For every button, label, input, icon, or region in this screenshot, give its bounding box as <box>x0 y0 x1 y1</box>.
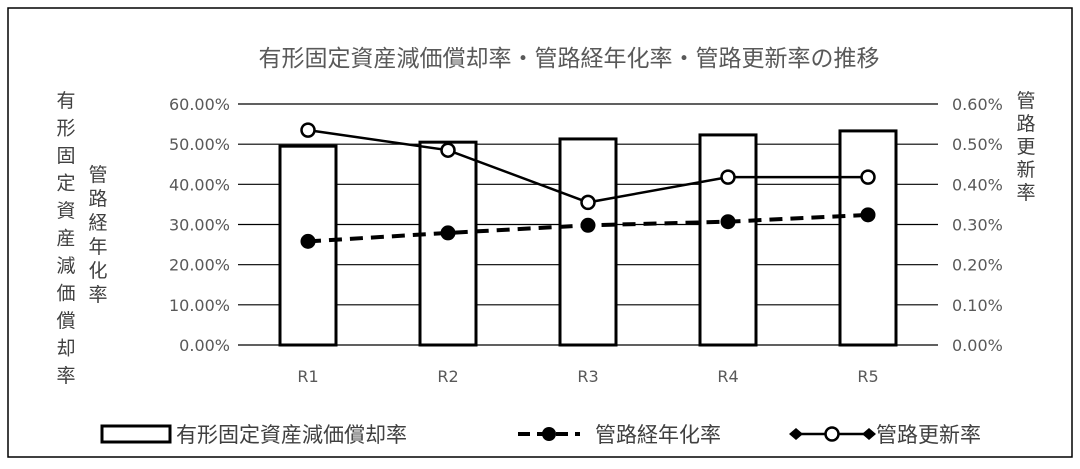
legend-symbol-bar <box>100 424 172 444</box>
left-axis-label-char: 固 <box>56 145 75 167</box>
left-axis-label-char: 資 <box>56 200 75 222</box>
left-axis-label2-char: 管 <box>88 164 107 186</box>
lines-layer <box>300 122 876 249</box>
left-tick-label: 10.00% <box>169 296 230 315</box>
left-axis-label-char: 形 <box>56 118 75 140</box>
left-axis-label-char: 価 <box>56 283 75 305</box>
point-marker-open <box>580 194 596 211</box>
left-axis-label2-char: 路 <box>88 188 107 210</box>
legend-symbol-open-circle <box>824 426 840 442</box>
left-axis-label2-char: 経 <box>88 212 107 234</box>
x-tick-label: R4 <box>717 367 738 386</box>
point-marker-filled <box>440 225 456 241</box>
point-marker-filled <box>580 217 596 233</box>
left-tick-label: 20.00% <box>169 256 230 275</box>
right-tick-label: 0.60% <box>952 95 1003 114</box>
point-marker-open <box>860 169 876 185</box>
legend-label: 管路経年化率 <box>595 423 721 447</box>
right-tick-label: 0.40% <box>952 175 1003 194</box>
x-tick-label: R1 <box>297 367 318 386</box>
point-marker-open <box>300 122 316 138</box>
left-tick-label: 40.00% <box>169 175 230 194</box>
left-axis-label: 有形固定資産減価償却率 <box>56 90 75 387</box>
left-axis-ticks: 0.00% 10.00% 20.00% 30.00% 40.00% 50.00% 60.00… <box>169 95 230 355</box>
left-axis-label-char: 償 <box>56 310 75 332</box>
point-marker-filled <box>860 207 876 223</box>
legend-label: 管路更新率 <box>876 423 981 447</box>
legend: 有形固定資産減価償却率 管路経年化率 管路更新率 <box>100 423 981 447</box>
point-marker-filled <box>720 214 736 230</box>
left-axis-label-char: 減 <box>56 255 75 277</box>
right-axis-label-char: 路 <box>1016 113 1035 135</box>
legend-symbol-diamond <box>789 428 803 440</box>
x-tick-label: R3 <box>577 367 598 386</box>
left-tick-label: 50.00% <box>169 135 230 154</box>
left-axis-label-char: 産 <box>56 228 75 250</box>
right-axis-ticks: 0.00% 0.10% 0.20% 0.30% 0.40% 0.50% 0.60% <box>952 95 1003 355</box>
left-tick-label: 60.00% <box>169 95 230 114</box>
left-tick-label: 0.00% <box>179 336 230 355</box>
right-tick-label: 0.00% <box>952 336 1003 355</box>
right-tick-label: 0.10% <box>952 296 1003 315</box>
left-tick-label: 30.00% <box>169 216 230 235</box>
bar <box>698 133 758 347</box>
left-axis-label2-char: 年 <box>88 236 107 258</box>
right-axis-label-char: 更 <box>1016 136 1035 158</box>
point-marker-filled <box>300 233 316 249</box>
left-axis-label-char: 有 <box>56 90 75 112</box>
legend-symbol-diamond <box>862 428 876 440</box>
left-axis-label-secondary: 管路経年化率 <box>88 164 107 306</box>
bar <box>418 140 478 347</box>
left-axis-label-char: 定 <box>56 173 75 195</box>
point-marker-open <box>440 142 456 158</box>
left-axis-label-char: 率 <box>56 365 75 387</box>
x-axis-ticks: R1 R2 R3 R4 R5 <box>297 367 878 386</box>
x-tick-label: R2 <box>437 367 458 386</box>
right-axis-label-char: 管 <box>1016 90 1035 112</box>
left-axis-label2-char: 率 <box>88 284 107 306</box>
bar <box>558 137 618 347</box>
chart-title: 有形固定資産減価償却率・管路経年化率・管路更新率の推移 <box>259 46 880 72</box>
right-axis-label-char: 率 <box>1016 182 1035 204</box>
point-marker-open <box>720 169 736 185</box>
bar <box>838 129 898 347</box>
chart-border <box>7 7 1073 458</box>
right-axis-label: 管路更新率 <box>1016 90 1035 204</box>
x-tick-label: R5 <box>857 367 878 386</box>
right-tick-label: 0.20% <box>952 256 1003 275</box>
left-axis-label-char: 却 <box>56 338 75 360</box>
right-axis-label-char: 新 <box>1016 159 1035 181</box>
right-tick-label: 0.30% <box>952 216 1003 235</box>
legend-symbol-filled-circle <box>542 427 556 441</box>
right-tick-label: 0.50% <box>952 135 1003 154</box>
left-axis-label2-char: 化 <box>88 260 107 282</box>
bars-layer <box>278 129 898 347</box>
legend-label: 有形固定資産減価償却率 <box>176 423 407 447</box>
